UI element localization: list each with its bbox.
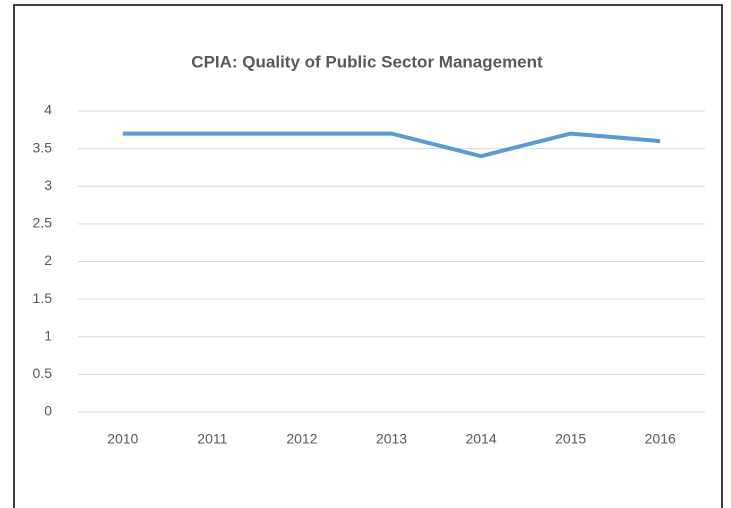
x-tick-label: 2010 bbox=[107, 431, 138, 447]
data-line bbox=[122, 131, 661, 159]
y-tick-label: 0.5 bbox=[33, 365, 53, 381]
y-tick-label: 4 bbox=[44, 102, 52, 118]
x-tick-label: 2016 bbox=[645, 431, 676, 447]
y-tick-label: 3 bbox=[44, 177, 52, 193]
y-tick-label: 1 bbox=[44, 327, 52, 343]
x-tick-label: 2011 bbox=[197, 431, 227, 447]
chart-title: CPIA: Quality of Public Sector Managemen… bbox=[191, 52, 543, 71]
x-tick-label: 2012 bbox=[286, 431, 317, 447]
y-tick-label: 2 bbox=[44, 252, 52, 268]
x-tick-label: 2014 bbox=[465, 431, 496, 447]
x-tick-label: 2015 bbox=[555, 431, 586, 447]
y-tick-label: 2.5 bbox=[33, 215, 53, 231]
y-tick-label: 0 bbox=[44, 403, 52, 419]
chart-frame bbox=[13, 4, 723, 508]
y-tick-label: 1.5 bbox=[33, 290, 53, 306]
y-tick-label: 3.5 bbox=[33, 139, 53, 155]
x-tick-label: 2013 bbox=[376, 431, 407, 447]
